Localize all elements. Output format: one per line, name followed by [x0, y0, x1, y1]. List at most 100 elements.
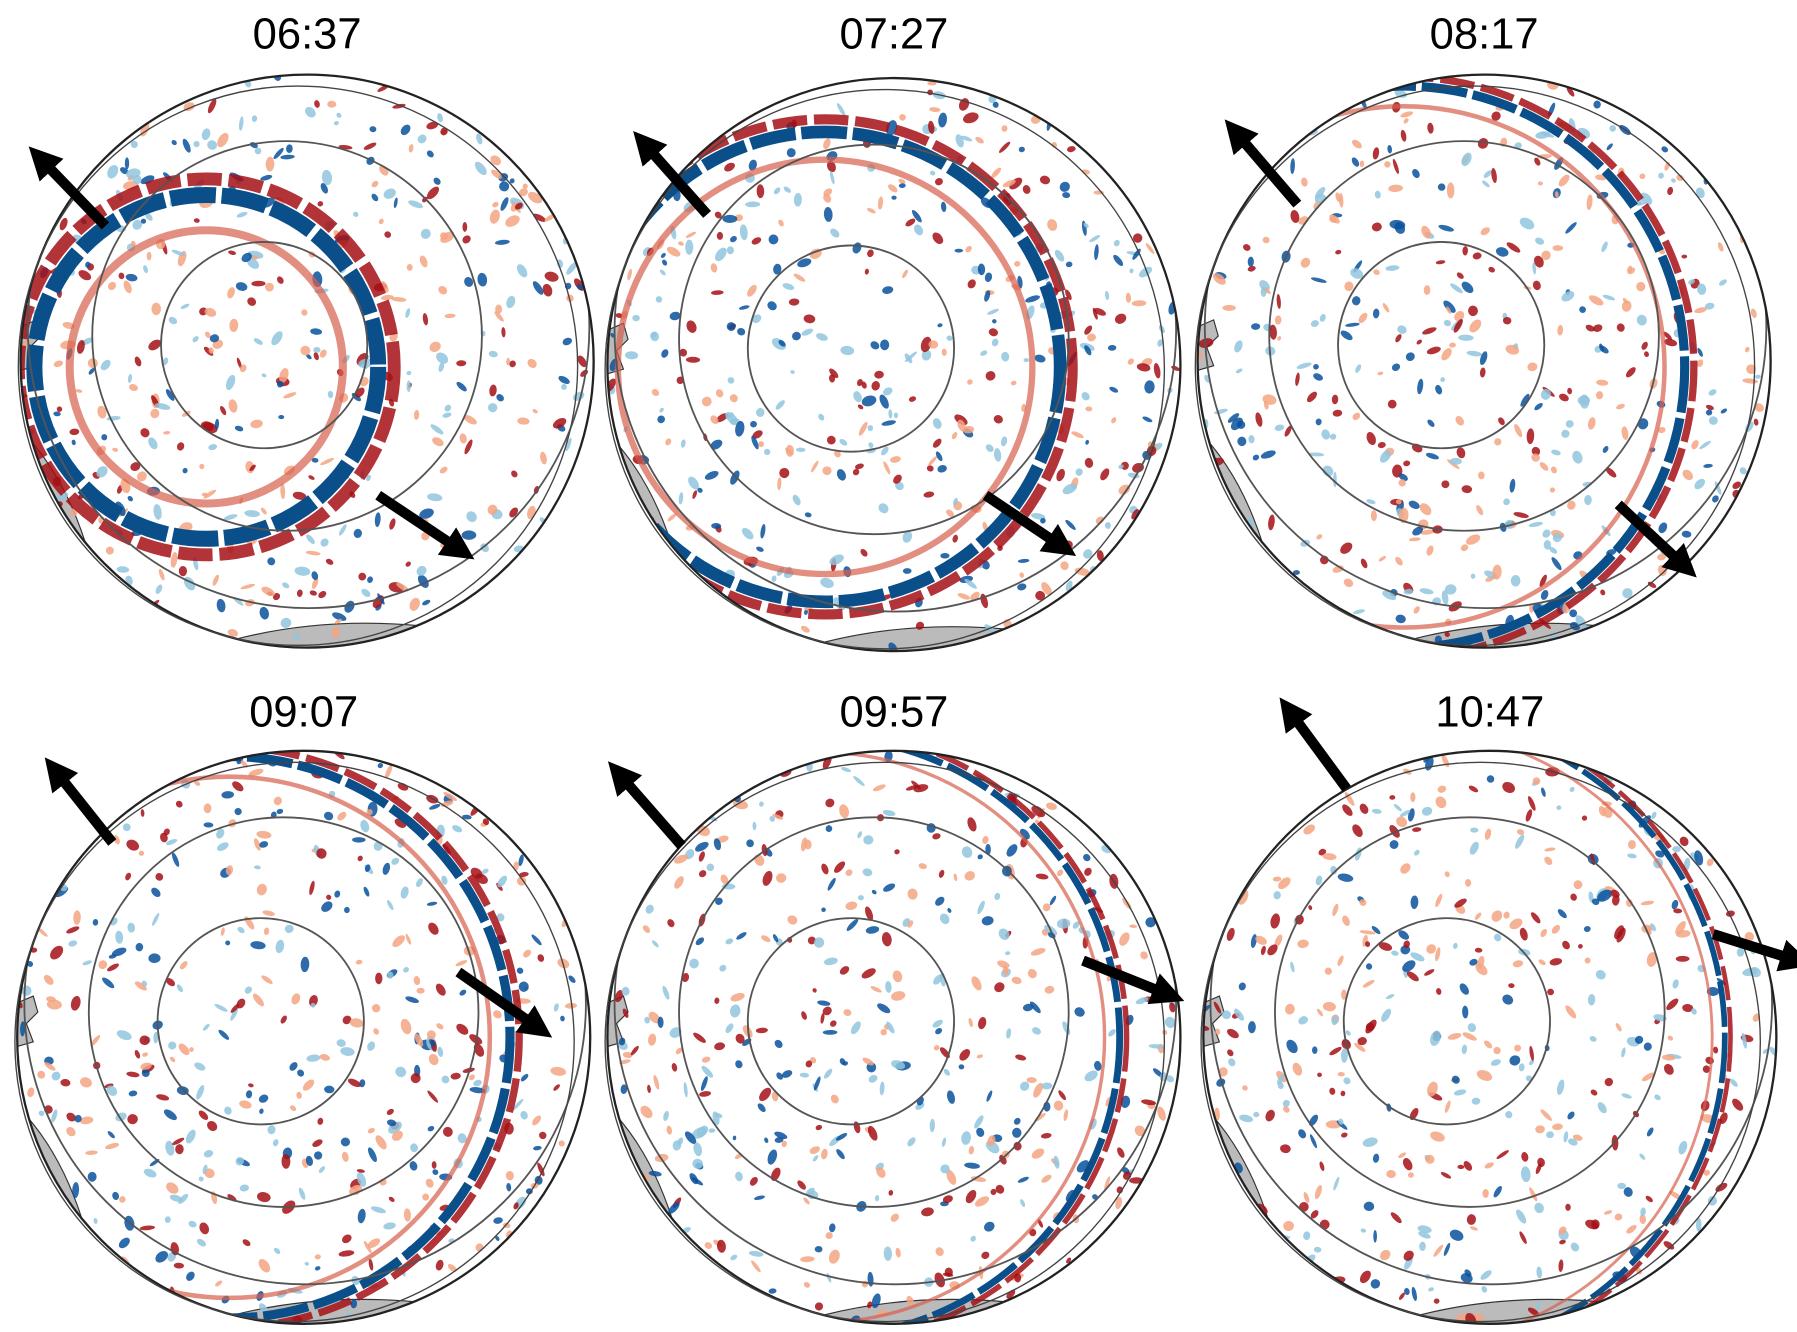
anomaly-speckle	[1639, 173, 1646, 179]
anomaly-speckle	[1518, 1063, 1525, 1072]
anomaly-speckle	[672, 875, 686, 891]
anomaly-speckle	[1475, 1068, 1494, 1083]
anomaly-speckle	[1571, 449, 1585, 465]
anomaly-speckle	[427, 1052, 440, 1066]
anomaly-speckle	[992, 980, 1006, 994]
anomaly-speckle	[217, 1028, 230, 1041]
anomaly-speckle	[226, 286, 237, 299]
anomaly-speckle	[1340, 1132, 1348, 1139]
anomaly-speckle	[1479, 226, 1491, 237]
anomaly-speckle	[227, 398, 238, 413]
anomaly-speckle	[174, 1262, 185, 1268]
anomaly-speckle	[143, 1167, 158, 1179]
anomaly-speckle	[1457, 1165, 1464, 1170]
anomaly-speckle	[240, 583, 256, 591]
anomaly-speckle	[844, 868, 853, 877]
anomaly-speckle	[1604, 466, 1618, 480]
anomaly-speckle	[1625, 1223, 1638, 1235]
anomaly-speckle	[128, 1090, 137, 1097]
anomaly-speckle	[432, 176, 442, 186]
anomaly-speckle	[319, 899, 334, 914]
anomaly-speckle	[444, 313, 456, 318]
anomaly-speckle	[1083, 1068, 1100, 1083]
anomaly-speckle	[488, 153, 503, 167]
anomaly-speckle	[73, 910, 81, 925]
anomaly-speckle	[440, 127, 449, 136]
anomaly-speckle	[1466, 350, 1482, 357]
anomaly-speckle	[691, 490, 698, 500]
anomaly-speckle	[538, 1130, 549, 1141]
anomaly-speckle	[406, 370, 412, 376]
anomaly-speckle	[1251, 323, 1261, 330]
anomaly-speckle	[680, 439, 686, 448]
anomaly-speckle	[1533, 1201, 1546, 1215]
anomaly-speckle	[1584, 1218, 1600, 1231]
anomaly-speckle	[1504, 1110, 1513, 1119]
anomaly-speckle	[493, 1217, 504, 1225]
anomaly-speckle	[1713, 1046, 1719, 1053]
anomaly-speckle	[47, 943, 65, 962]
anomaly-speckle	[228, 250, 237, 256]
panel-title: 10:47	[1435, 689, 1544, 737]
anomaly-speckle	[488, 208, 501, 225]
anomaly-speckle	[1026, 967, 1038, 980]
anomaly-speckle	[926, 464, 934, 472]
anomaly-speckle	[122, 279, 133, 294]
anomaly-speckle	[381, 294, 394, 301]
anomaly-speckle	[1339, 329, 1354, 343]
anomaly-speckle	[1409, 537, 1421, 542]
anomaly-speckle	[882, 809, 896, 817]
anomaly-speckle	[88, 1172, 97, 1182]
anomaly-speckle	[522, 183, 528, 189]
anomaly-speckle	[815, 1246, 823, 1253]
anomaly-speckle	[1108, 345, 1117, 351]
anomaly-speckle	[458, 988, 467, 997]
anomaly-speckle	[1677, 1140, 1689, 1156]
anomaly-speckle	[462, 530, 477, 540]
anomaly-speckle	[829, 1093, 840, 1105]
anomaly-speckle	[505, 295, 517, 310]
anomaly-speckle	[341, 1137, 350, 1146]
anomaly-speckle	[1340, 1090, 1345, 1096]
anomaly-speckle	[383, 1221, 397, 1230]
anomaly-speckle	[1313, 1184, 1323, 1200]
anomaly-speckle	[771, 575, 777, 582]
anomaly-speckle	[880, 339, 889, 350]
anomaly-speckle	[53, 411, 61, 416]
wave-front-blue	[34, 195, 378, 539]
anomaly-speckle	[889, 455, 901, 463]
globe-panel	[512, 723, 1183, 1332]
anomaly-speckle	[308, 474, 316, 480]
anomaly-speckle	[1342, 1076, 1352, 1086]
anomaly-speckle	[352, 837, 366, 843]
anomaly-speckle	[870, 985, 883, 994]
anomaly-speckle	[1509, 478, 1516, 493]
anomaly-speckle	[1650, 811, 1657, 820]
anomaly-speckle	[294, 566, 311, 577]
anomaly-speckle	[1389, 1211, 1403, 1225]
wave-trail	[70, 230, 343, 503]
anomaly-speckle	[422, 313, 429, 326]
anomaly-speckle	[550, 1066, 567, 1077]
anomaly-speckle	[1440, 1171, 1452, 1180]
anomaly-speckle	[963, 870, 976, 883]
anomaly-speckle	[106, 415, 121, 421]
anomaly-speckle	[394, 1065, 408, 1079]
anomaly-speckle	[822, 466, 832, 476]
anomaly-speckle	[1584, 495, 1592, 506]
anomaly-speckle	[421, 1193, 429, 1202]
anomaly-speckle	[408, 1160, 418, 1172]
anomaly-speckle	[216, 840, 230, 852]
globe-content	[1077, 711, 1779, 1332]
anomaly-speckle	[1546, 1131, 1554, 1139]
anomaly-speckle	[1447, 182, 1455, 198]
anomaly-speckle	[1153, 362, 1162, 378]
anomaly-speckle	[838, 964, 851, 976]
anomaly-speckle	[1606, 142, 1614, 151]
anomaly-speckle	[296, 1068, 306, 1078]
anomaly-speckle	[1108, 385, 1119, 393]
anomaly-speckle	[1468, 784, 1480, 793]
anomaly-speckle	[407, 199, 424, 210]
anomaly-speckle	[124, 838, 140, 853]
anomaly-speckle	[984, 272, 993, 283]
